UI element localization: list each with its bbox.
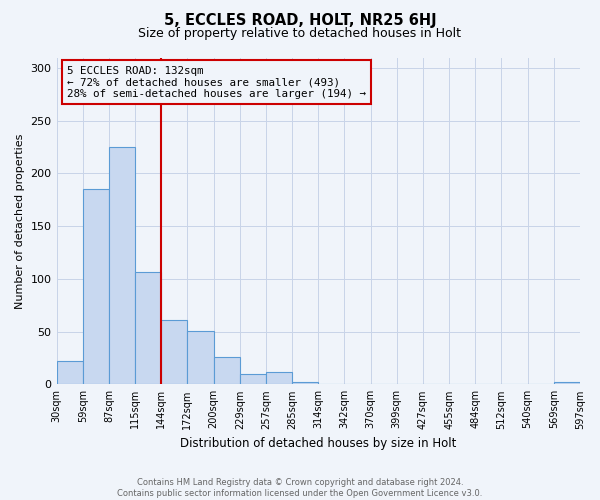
Y-axis label: Number of detached properties: Number of detached properties (15, 133, 25, 308)
Bar (83, 190, 109, 384)
Bar (214, 357, 240, 384)
Text: Contains HM Land Registry data © Crown copyright and database right 2024.
Contai: Contains HM Land Registry data © Crown c… (118, 478, 482, 498)
Bar (109, 147, 135, 384)
Bar (292, 382, 318, 384)
Bar (187, 330, 214, 384)
Text: 5 ECCLES ROAD: 132sqm
← 72% of detached houses are smaller (493)
28% of semi-det: 5 ECCLES ROAD: 132sqm ← 72% of detached … (67, 66, 366, 99)
Bar (135, 272, 161, 384)
X-axis label: Distribution of detached houses by size in Holt: Distribution of detached houses by size … (180, 437, 457, 450)
Bar (554, 382, 580, 384)
Text: Size of property relative to detached houses in Holt: Size of property relative to detached ho… (139, 28, 461, 40)
Bar (161, 320, 187, 384)
Bar (266, 372, 292, 384)
Bar (240, 374, 266, 384)
Text: 5, ECCLES ROAD, HOLT, NR25 6HJ: 5, ECCLES ROAD, HOLT, NR25 6HJ (164, 12, 436, 28)
Bar (56, 361, 83, 384)
